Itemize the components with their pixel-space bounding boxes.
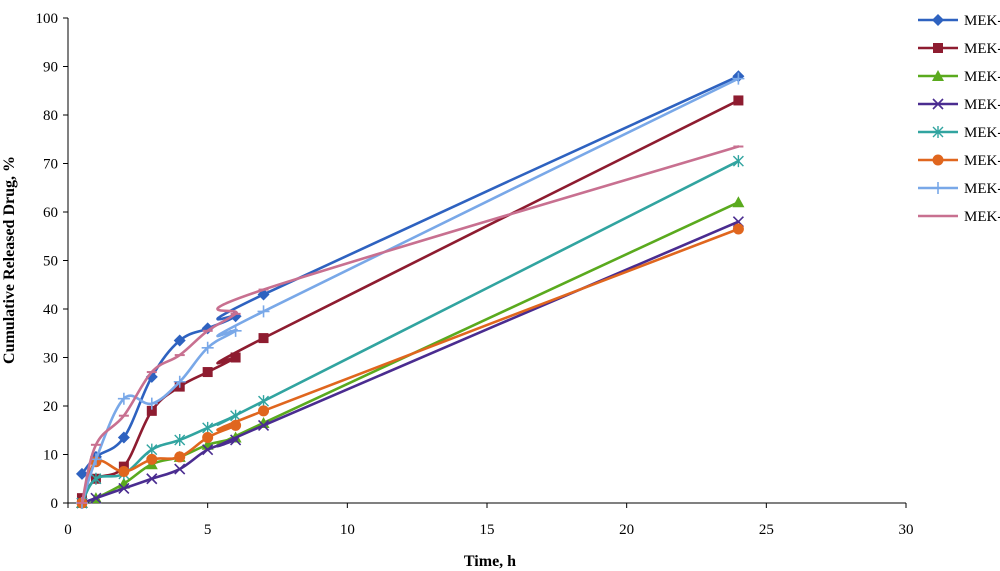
y-tick-label: 100 [36, 11, 59, 27]
data-point [258, 395, 270, 408]
series-line [80, 145, 740, 505]
y-tick-label: 90 [43, 60, 58, 76]
data-point [146, 453, 158, 465]
data-point [146, 405, 157, 416]
data-point [146, 473, 158, 485]
series-line [80, 74, 740, 476]
legend-item-mek-3: MEK-3 [918, 69, 1000, 85]
data-point [117, 392, 130, 405]
data-point [732, 196, 745, 208]
data-point [202, 421, 214, 434]
legend-marker [932, 14, 944, 26]
legend-marker [932, 182, 944, 194]
series-mek-4 [76, 216, 744, 509]
data-point [174, 433, 186, 446]
axes: 0 10 20 30 40 50 60 70 80 90 100 0 5 10 15 20 25 30 [36, 11, 914, 538]
data-point [146, 443, 158, 456]
data-point [118, 482, 130, 495]
legend-marker [933, 43, 943, 53]
x-tick-label: 0 [64, 522, 72, 538]
legend-label: MEK-5 [964, 125, 1000, 141]
legend-item-mek-2: MEK-2 [918, 41, 1000, 57]
legend-marker [932, 126, 944, 138]
y-tick-label: 10 [43, 448, 58, 464]
data-point [117, 431, 130, 444]
legend-label: MEK-6 [964, 153, 1000, 169]
data-point [174, 451, 186, 463]
x-tick-label: 15 [480, 522, 495, 538]
legend-label: MEK-2 [964, 41, 1000, 57]
y-tick-label: 0 [51, 496, 59, 512]
data-point [174, 463, 186, 475]
y-tick-label: 80 [43, 108, 58, 124]
x-tick-label: 5 [204, 522, 212, 538]
series-mek-8 [76, 145, 744, 505]
data-point [201, 341, 214, 354]
x-tick-label: 30 [899, 522, 914, 538]
data-point [230, 419, 242, 431]
data-point [230, 434, 242, 446]
legend-item-mek-4: MEK-4 [918, 97, 1000, 113]
data-point [732, 72, 745, 85]
data-point [90, 472, 102, 485]
data-point [202, 367, 213, 378]
legend-item-mek-1: MEK-1 [918, 13, 1000, 29]
series-mek-1 [75, 70, 745, 480]
data-point [75, 467, 88, 480]
x-tick-label: 10 [340, 522, 355, 538]
y-tick-label: 20 [43, 399, 58, 415]
y-tick-label: 60 [43, 205, 58, 221]
legend-item-mek-7: MEK-7 [918, 181, 1000, 197]
legend-marker [932, 70, 944, 81]
data-point [732, 155, 744, 168]
data-point [90, 492, 102, 504]
data-point [257, 419, 270, 431]
data-point [173, 375, 186, 388]
legend-label: MEK-1 [964, 13, 1000, 29]
y-tick-label: 70 [43, 157, 58, 173]
data-point [732, 223, 744, 235]
series-layer [75, 70, 745, 509]
data-point [202, 432, 214, 444]
x-tick-label: 25 [759, 522, 774, 538]
legend-label: MEK-4 [964, 97, 1000, 113]
legend-item-mek-6: MEK-6 [918, 153, 1000, 169]
y-tick-label: 50 [43, 254, 58, 270]
legend-label: MEK-8 [964, 209, 1000, 225]
legend-label: MEK-3 [964, 69, 1000, 85]
data-point [230, 352, 241, 363]
y-tick-label: 30 [43, 351, 58, 367]
data-point [258, 333, 269, 344]
data-point [229, 324, 242, 337]
y-axis-title: Cumulative Released Drug, % [1, 156, 18, 364]
y-tick-label: 40 [43, 302, 58, 318]
data-point [202, 444, 214, 456]
data-point [230, 409, 242, 422]
data-point [173, 334, 186, 347]
legend-label: MEK-7 [964, 181, 1000, 197]
legend-marker [932, 154, 944, 166]
x-axis-title: Time, h [464, 553, 516, 570]
data-point [257, 305, 270, 318]
legend-marker [932, 98, 944, 110]
legend: MEK-1 MEK-2 MEK-3 MEK-4 MEK-5 MEK-6 MEK-7 MEK-8 [918, 13, 1000, 225]
legend-item-mek-8: MEK-8 [918, 209, 1000, 225]
data-point [258, 405, 270, 417]
x-tick-label: 20 [619, 522, 634, 538]
data-point [145, 397, 158, 410]
data-point [733, 95, 744, 106]
data-point [118, 465, 130, 477]
legend-item-mek-5: MEK-5 [918, 125, 1000, 141]
